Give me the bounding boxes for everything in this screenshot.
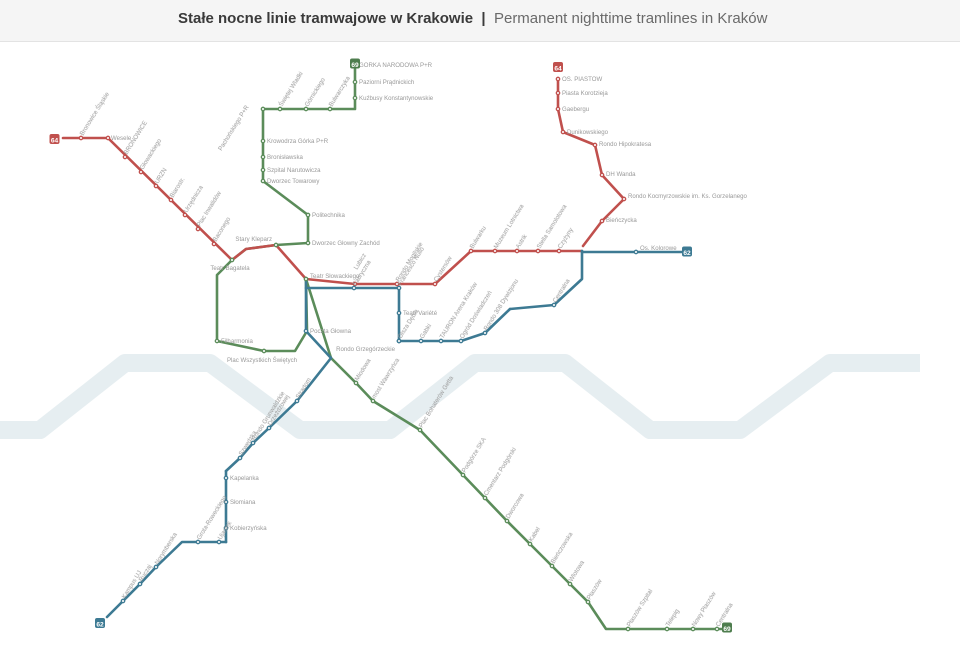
svg-text:Kuźbusy Konstantynowskie: Kuźbusy Konstantynowskie bbox=[359, 95, 434, 102]
svg-text:Kabel: Kabel bbox=[528, 526, 542, 543]
svg-text:Płaszów: Płaszów bbox=[586, 578, 604, 601]
svg-text:Paziorni Prądnickich: Paziorni Prądnickich bbox=[359, 79, 414, 86]
svg-text:Szwedzka: Szwedzka bbox=[238, 429, 259, 457]
svg-text:Rondo 308 Dywizjonu: Rondo 308 Dywizjonu bbox=[483, 278, 520, 332]
svg-text:Politechnika: Politechnika bbox=[312, 212, 345, 219]
svg-text:Słomiana: Słomiana bbox=[230, 499, 256, 506]
svg-text:Dworzec Towarowy: Dworzec Towarowy bbox=[267, 178, 320, 185]
svg-text:Górnickiego: Górnickiego bbox=[304, 76, 327, 108]
svg-text:Teatr Bagatela: Teatr Bagatela bbox=[210, 265, 250, 272]
svg-text:Urzędnicza: Urzędnicza bbox=[183, 184, 205, 214]
svg-text:Podgórze SKA: Podgórze SKA bbox=[461, 436, 489, 474]
svg-text:69: 69 bbox=[723, 626, 731, 633]
svg-text:Nowy Płaszów: Nowy Płaszów bbox=[691, 590, 718, 628]
svg-text:DH Wanda: DH Wanda bbox=[606, 171, 636, 178]
svg-text:Teatr Variété: Teatr Variété bbox=[403, 310, 438, 317]
svg-text:Astrik: Astrik bbox=[515, 233, 530, 250]
svg-text:Gaebergu: Gaebergu bbox=[562, 106, 589, 113]
svg-text:Biarostr.: Biarostr. bbox=[169, 176, 187, 199]
svg-text:Plac Wszystkich Świętych: Plac Wszystkich Świętych bbox=[227, 356, 297, 364]
svg-text:Kobierzyńska: Kobierzyńska bbox=[230, 525, 267, 532]
svg-text:Bulwarku: Bulwarku bbox=[469, 225, 488, 250]
svg-text:Rondo Kocmyrzowskie im. Ks. Go: Rondo Kocmyrzowskie im. Ks. Gorzelanego bbox=[628, 193, 747, 200]
svg-text:Dworzec Głowny Zachód: Dworzec Głowny Zachód bbox=[312, 240, 380, 247]
svg-text:Bronowice Śląskie: Bronowice Śląskie bbox=[78, 90, 111, 137]
svg-text:Kapelanka: Kapelanka bbox=[230, 475, 259, 482]
svg-text:Czyżyny: Czyżyny bbox=[557, 226, 576, 250]
svg-text:TAURON Arena Kraków: TAURON Arena Kraków bbox=[439, 281, 480, 340]
svg-text:Cmentarz Podgórski: Cmentarz Podgórski bbox=[483, 447, 518, 498]
svg-text:Bulwarczyka: Bulwarczyka bbox=[328, 75, 352, 108]
svg-text:64: 64 bbox=[554, 65, 562, 72]
svg-text:Dunikowskiego: Dunikowskiego bbox=[567, 129, 609, 136]
svg-text:Rondo Hipokratesa: Rondo Hipokratesa bbox=[599, 141, 652, 148]
svg-text:Piasta Korotzieja: Piasta Korotzieja bbox=[562, 90, 608, 97]
svg-text:Gabki: Gabki bbox=[419, 323, 433, 340]
svg-text:OS. PIASTÓW: OS. PIASTÓW bbox=[562, 76, 603, 83]
svg-text:Stary Kleparz: Stary Kleparz bbox=[235, 236, 272, 243]
svg-text:Pachońskiego P+R: Pachońskiego P+R bbox=[217, 104, 251, 152]
svg-text:Świętej Wladki: Świętej Wladki bbox=[277, 70, 305, 108]
svg-text:Bronisławska: Bronisławska bbox=[267, 154, 304, 161]
svg-text:Krowodrza Górka P+R: Krowodrza Górka P+R bbox=[267, 138, 329, 145]
svg-text:62: 62 bbox=[683, 250, 691, 257]
svg-text:Miodowa: Miodowa bbox=[354, 357, 373, 382]
svg-text:Telepig: Telepig bbox=[665, 608, 681, 628]
svg-text:Baconego: Baconego bbox=[212, 216, 233, 244]
svg-text:Wesele: Wesele bbox=[111, 135, 132, 142]
svg-text:Teatr Słowackiego: Teatr Słowackiego bbox=[310, 273, 360, 280]
svg-text:most Wawrzyńca: most Wawrzyńca bbox=[371, 357, 402, 400]
svg-text:Bieńczowska: Bieńczowska bbox=[550, 531, 575, 565]
svg-text:Dworcowa: Dworcowa bbox=[505, 492, 526, 520]
svg-text:Głowackiego: Głowackiego bbox=[139, 137, 164, 171]
svg-text:Stradom: Stradom bbox=[295, 377, 313, 400]
svg-text:Poczta Głowna: Poczta Głowna bbox=[310, 328, 352, 335]
svg-text:Filharmonia: Filharmonia bbox=[221, 338, 253, 345]
svg-text:Bieńczycka: Bieńczycka bbox=[606, 217, 637, 224]
svg-text:URZN: URZN bbox=[154, 167, 169, 185]
svg-text:62: 62 bbox=[96, 621, 104, 628]
svg-text:GÓRKA NARODOWA P+R: GÓRKA NARODOWA P+R bbox=[359, 62, 433, 69]
svg-text:Rondo Grzegórzeckie: Rondo Grzegórzeckie bbox=[336, 346, 396, 353]
svg-text:Płaszów Szpital: Płaszów Szpital bbox=[626, 588, 655, 628]
svg-text:69: 69 bbox=[351, 62, 359, 69]
svg-text:Wlotowa: Wlotowa bbox=[568, 559, 587, 583]
svg-text:64: 64 bbox=[51, 137, 59, 144]
svg-text:Os. Kolorowe: Os. Kolorowe bbox=[640, 245, 677, 252]
svg-text:Szpital Narutowicza: Szpital Narutowicza bbox=[267, 167, 321, 174]
